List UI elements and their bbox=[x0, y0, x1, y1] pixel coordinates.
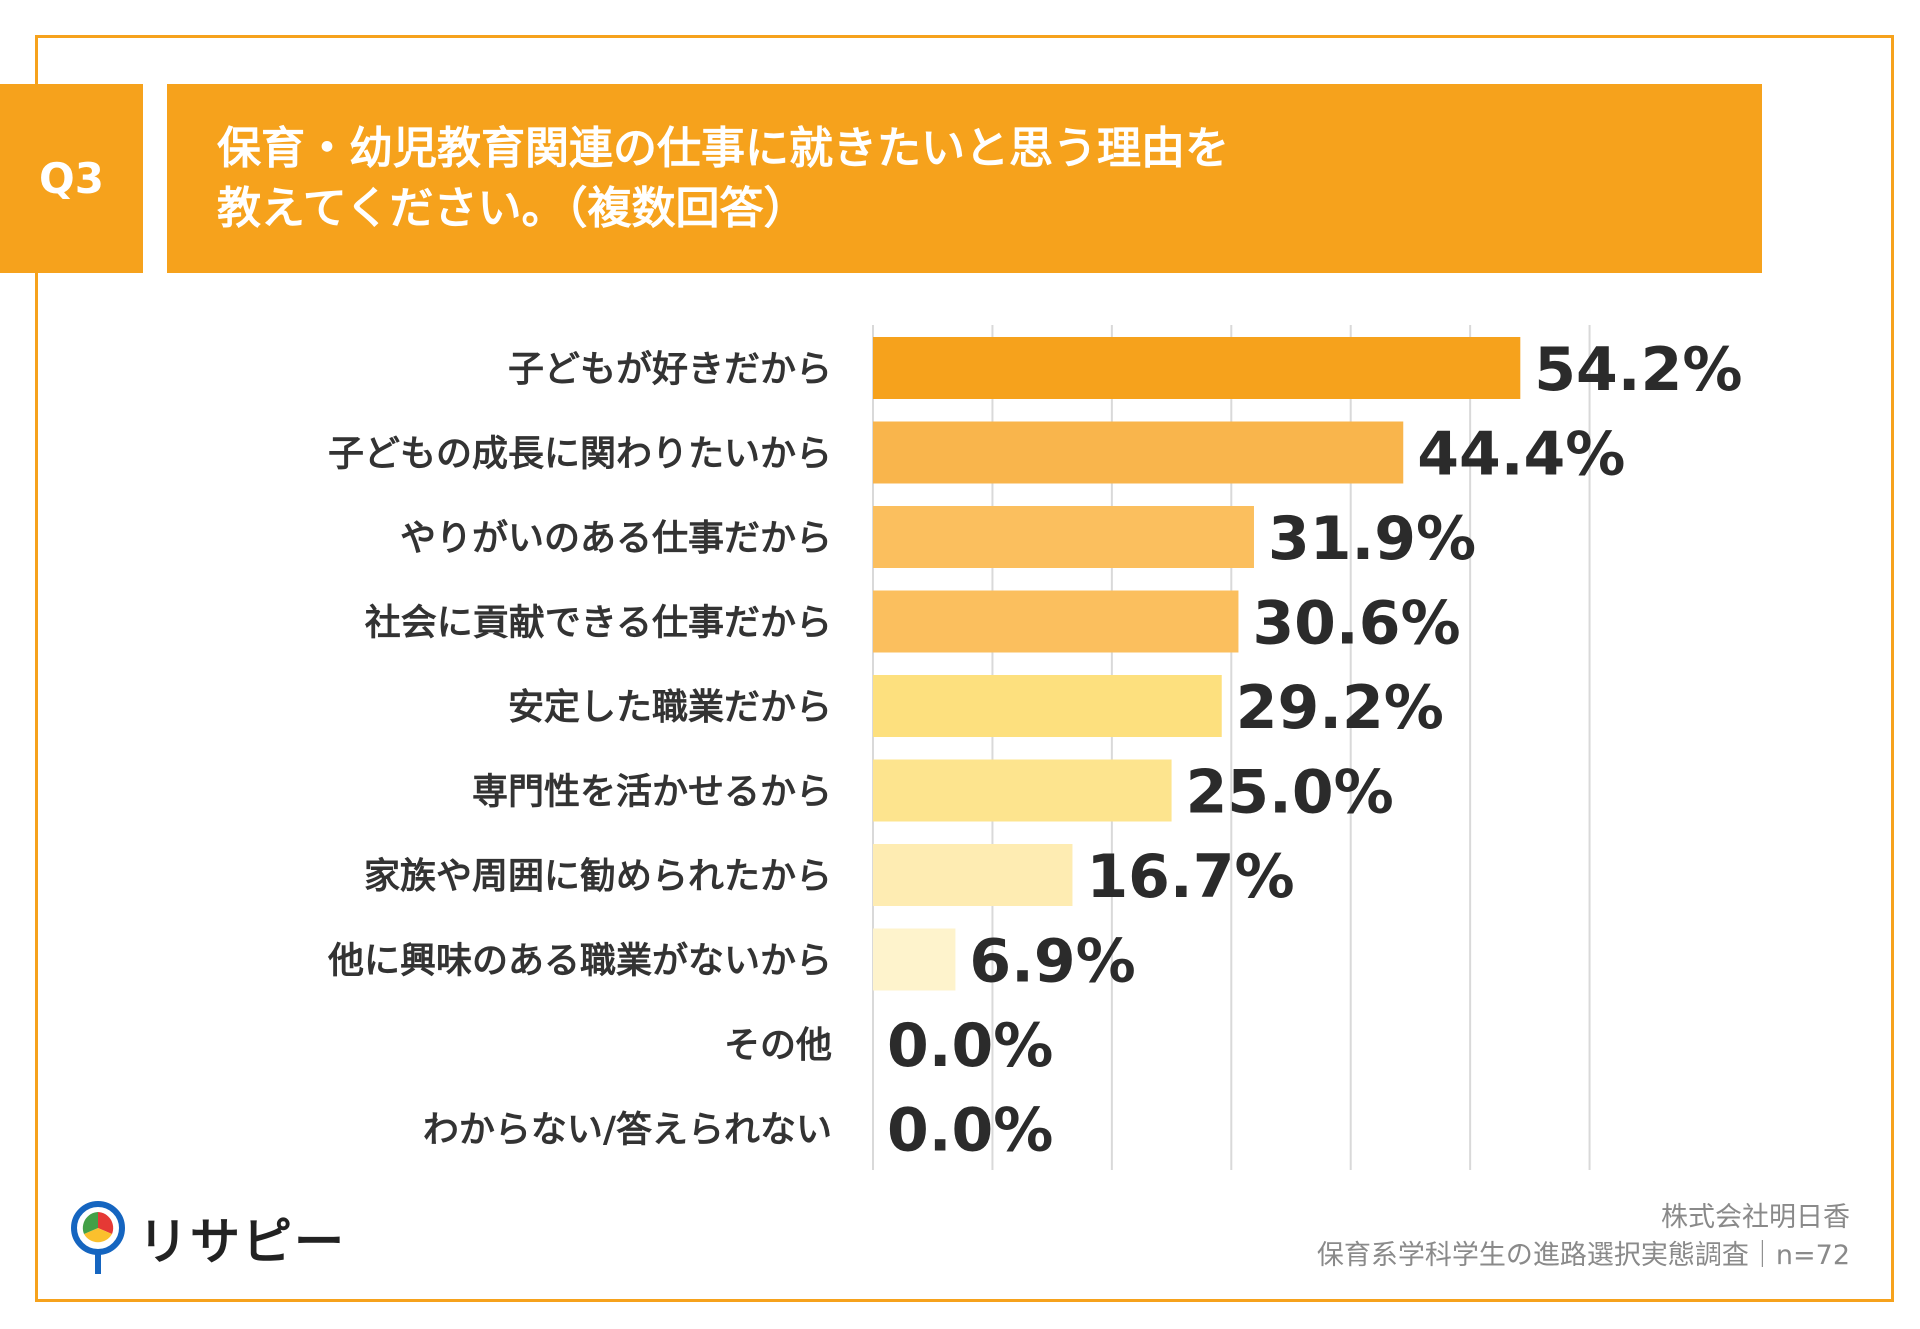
category-label: 子どもの成長に関わりたいから bbox=[328, 434, 832, 475]
category-label: 専門性を活かせるから bbox=[472, 772, 832, 813]
question-badge: Q3 bbox=[0, 84, 143, 273]
bar bbox=[873, 675, 1222, 737]
value-label: 44.4% bbox=[1417, 420, 1625, 490]
brand-pin-icon bbox=[71, 1201, 125, 1274]
category-label: 家族や周囲に勧められたから bbox=[364, 856, 832, 897]
value-label: 31.9% bbox=[1268, 504, 1476, 574]
value-label: 54.2% bbox=[1534, 335, 1742, 405]
bar bbox=[873, 759, 1172, 822]
footer-company: 株式会社明日香 bbox=[1661, 1202, 1850, 1233]
category-label: やりがいのある仕事だから bbox=[400, 518, 832, 559]
question-title-line1: 保育・幼児教育関連の仕事に就きたいと思う理由を bbox=[217, 123, 1229, 174]
brand-name: リサピー bbox=[138, 1213, 346, 1271]
value-label: 29.2% bbox=[1236, 673, 1444, 743]
bar bbox=[873, 844, 1073, 906]
category-label: わからない/答えられない bbox=[423, 1110, 832, 1151]
bar bbox=[873, 590, 1239, 653]
value-label: 0.0% bbox=[887, 1096, 1053, 1166]
chart-frame bbox=[35, 35, 1894, 1302]
value-label: 16.7% bbox=[1086, 842, 1294, 912]
value-label: 6.9% bbox=[969, 927, 1135, 997]
brand-logo: リサピー bbox=[70, 1200, 346, 1276]
bar bbox=[873, 928, 956, 991]
bar bbox=[873, 337, 1521, 399]
bar bbox=[873, 506, 1254, 568]
category-label: その他 bbox=[724, 1025, 832, 1066]
category-label: 子どもが好きだから bbox=[508, 349, 832, 390]
question-title-line2: 教えてください。（複数回答） bbox=[217, 183, 808, 234]
category-label: 社会に貢献できる仕事だから bbox=[365, 603, 832, 644]
value-label: 0.0% bbox=[887, 1011, 1053, 1081]
value-label: 30.6% bbox=[1252, 589, 1460, 659]
category-label: 安定した職業だから bbox=[508, 687, 832, 728]
bar bbox=[873, 421, 1404, 484]
category-label: 他に興味のある職業がないから bbox=[327, 941, 832, 982]
question-title: 保育・幼児教育関連の仕事に就きたいと思う理由を 教えてください。（複数回答） bbox=[167, 84, 1762, 273]
footer-survey: 保育系学科学生の進路選択実態調査｜n=72 bbox=[1316, 1240, 1850, 1271]
value-label: 25.0% bbox=[1186, 758, 1394, 828]
